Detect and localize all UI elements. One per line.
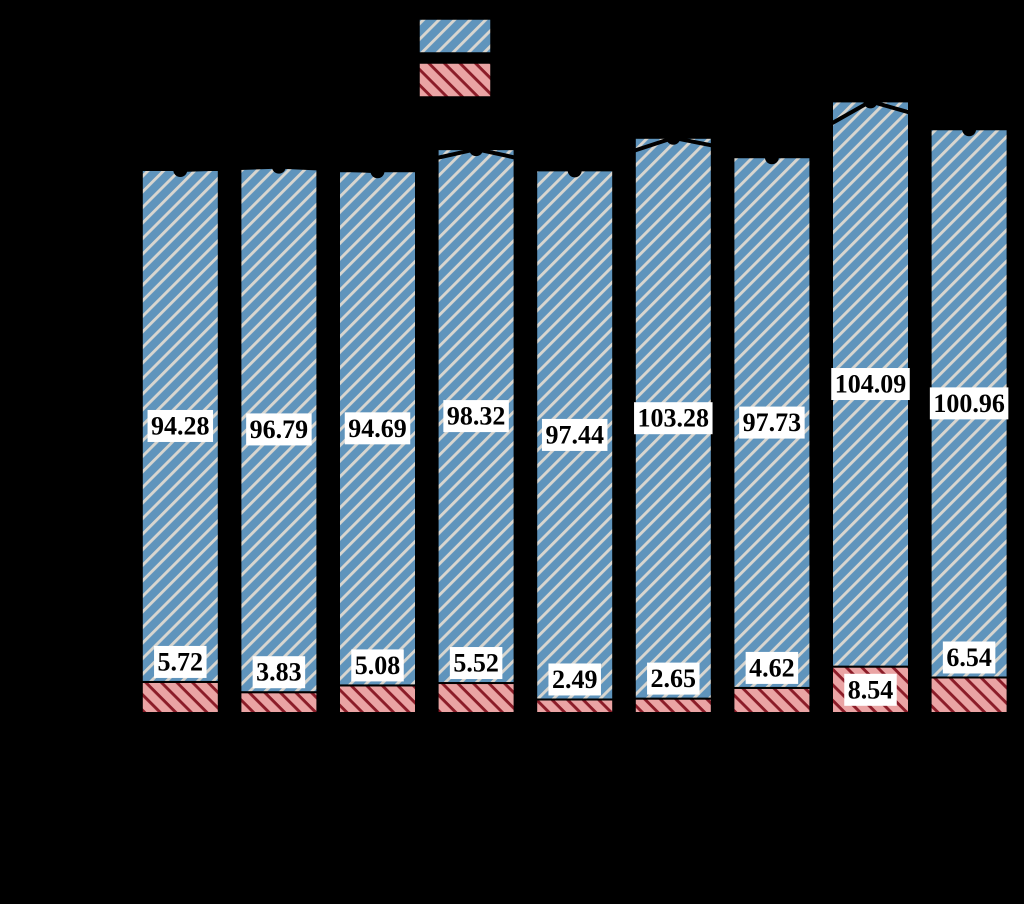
- bar-3-bottom-segment: [338, 684, 417, 714]
- value-label-top-9: 100.96: [929, 387, 1009, 420]
- value-label-text-bottom-5: 2.49: [552, 665, 598, 694]
- value-label-bottom-4: 5.52: [449, 647, 503, 680]
- trend-marker-8: [863, 94, 878, 109]
- value-label-bottom-1: 5.72: [154, 645, 207, 678]
- trend-marker-7: [764, 150, 779, 165]
- value-label-top-6: 103.28: [634, 402, 713, 435]
- trend-marker-9: [962, 122, 977, 137]
- trend-marker-4: [469, 142, 484, 157]
- value-label-text-bottom-4: 5.52: [453, 649, 499, 678]
- value-label-box-bottom-6: [647, 662, 700, 695]
- value-label-box-top-8: [831, 368, 910, 401]
- value-label-top-2: 96.79: [246, 413, 312, 446]
- value-label-box-bottom-8: [844, 673, 897, 706]
- value-label-text-top-6: 103.28: [638, 404, 710, 433]
- value-label-bottom-8: 8.54: [844, 673, 897, 706]
- value-label-text-bottom-1: 5.72: [158, 647, 204, 676]
- trend-marker-1: [173, 163, 188, 177]
- value-label-text-top-7: 97.73: [743, 408, 802, 437]
- value-label-text-top-9: 100.96: [933, 389, 1005, 418]
- value-label-bottom-5: 2.49: [548, 663, 601, 696]
- value-label-top-3: 94.69: [344, 412, 411, 445]
- value-label-box-bottom-3: [351, 649, 404, 682]
- value-label-bottom-7: 4.62: [745, 651, 799, 684]
- value-label-top-1: 94.28: [147, 409, 214, 442]
- value-label-text-top-4: 98.32: [447, 402, 506, 431]
- bar-9-bottom-segment: [929, 676, 1009, 714]
- trend-marker-6: [666, 130, 681, 145]
- value-label-box-top-5: [541, 418, 608, 451]
- value-label-box-bottom-9: [942, 641, 996, 674]
- value-label-box-top-4: [443, 400, 509, 433]
- value-label-text-bottom-3: 5.08: [355, 651, 401, 680]
- value-label-box-bottom-2: [252, 656, 306, 689]
- value-label-box-bottom-5: [548, 663, 601, 696]
- value-label-box-top-6: [634, 402, 713, 435]
- value-label-text-bottom-9: 6.54: [946, 643, 992, 672]
- value-label-top-5: 97.44: [541, 418, 608, 451]
- value-label-text-top-1: 94.28: [151, 411, 210, 440]
- value-label-text-top-3: 94.69: [348, 414, 407, 443]
- value-label-text-bottom-2: 3.83: [256, 658, 302, 687]
- bar-4-bottom-segment: [436, 682, 516, 715]
- value-label-bottom-3: 5.08: [351, 649, 404, 682]
- value-label-top-4: 98.32: [443, 400, 509, 433]
- value-label-text-bottom-6: 2.65: [651, 664, 697, 693]
- value-label-box-bottom-7: [745, 651, 799, 684]
- bar-1-bottom-segment: [140, 680, 220, 715]
- legend-swatch-blue: [418, 18, 492, 54]
- value-label-text-top-8: 104.09: [835, 370, 907, 399]
- bar-6-bottom-segment: [633, 697, 713, 714]
- bar-5-bottom-segment: [535, 698, 615, 715]
- trend-marker-5: [567, 163, 582, 178]
- bars-group: [140, 100, 1009, 715]
- value-label-bottom-9: 6.54: [942, 641, 996, 674]
- value-label-box-bottom-1: [154, 645, 207, 678]
- value-label-text-top-2: 96.79: [250, 415, 309, 444]
- value-label-bottom-6: 2.65: [647, 662, 700, 695]
- value-label-box-bottom-4: [449, 647, 503, 680]
- value-label-top-7: 97.73: [739, 406, 805, 439]
- bar-7-bottom-segment: [732, 686, 812, 714]
- value-label-box-top-3: [344, 412, 411, 445]
- legend-swatch-red: [418, 62, 492, 98]
- value-label-box-top-1: [147, 409, 214, 442]
- value-label-box-top-9: [929, 387, 1009, 420]
- value-label-box-top-2: [246, 413, 312, 446]
- value-label-text-bottom-7: 4.62: [749, 653, 795, 682]
- value-label-text-top-5: 97.44: [545, 420, 604, 449]
- trend-marker-2: [271, 159, 286, 174]
- value-label-box-top-7: [739, 406, 805, 439]
- value-label-text-bottom-8: 8.54: [848, 675, 894, 704]
- value-label-top-8: 104.09: [831, 368, 910, 401]
- value-label-bottom-2: 3.83: [252, 656, 306, 689]
- bar-2-bottom-segment: [239, 691, 319, 715]
- trend-marker-3: [370, 164, 385, 179]
